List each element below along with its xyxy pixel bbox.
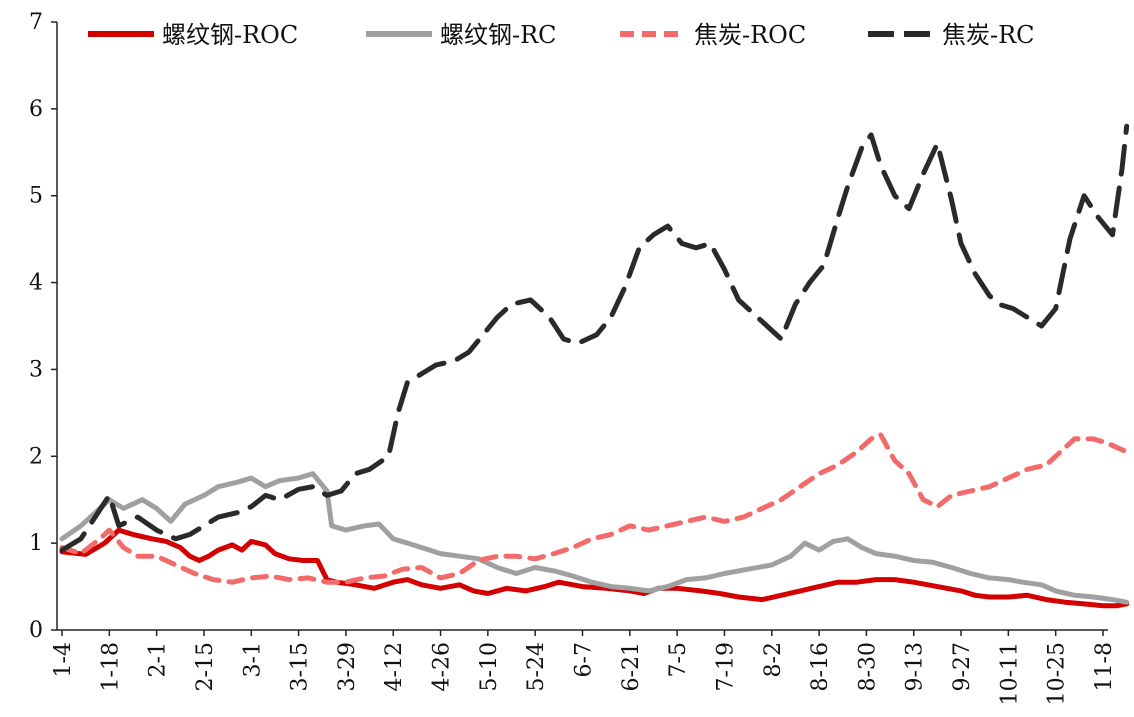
legend-label-2: 螺纹钢-RC [440,21,557,49]
x-tick-label: 6-21 [619,642,644,691]
x-tick-label: 8-30 [855,642,880,691]
y-tick-label: 3 [29,357,43,382]
axes [56,22,1108,631]
x-tick-label: 3-15 [288,642,313,691]
x-tick-label: 10-11 [997,642,1022,705]
series-line-3 [59,432,1130,585]
y-tick-label: 0 [29,618,43,643]
x-tick-label: 6-7 [572,642,597,677]
y-tick-label: 5 [29,184,43,209]
x-tick-label: 3-1 [240,642,265,677]
legend-label-4: 焦炭-RC [942,21,1035,49]
y-tick-label: 2 [29,444,43,469]
x-tick-label: 5-24 [524,642,549,691]
x-tick-label: 3-29 [335,642,360,691]
series-line-4 [59,123,1130,553]
y-tick-label: 6 [29,97,43,122]
legend-label-3: 焦炭-ROC [694,21,806,49]
x-tick-label: 2-1 [146,642,171,677]
x-tick-label: 1-4 [51,642,76,677]
x-tick-label: 7-19 [713,642,738,691]
legend: 螺纹钢-ROC 螺纹钢-RC 焦炭-ROC 焦炭-RC [88,21,1035,49]
series-line-1 [59,527,1130,609]
y-tick-label: 1 [29,531,43,556]
x-tick-label: 10-25 [1045,642,1070,705]
x-tick-label: 8-2 [761,642,786,677]
series-layer [59,123,1130,609]
x-tick-label: 9-13 [903,642,928,691]
x-tick-label: 5-10 [477,642,502,691]
x-axis-ticks: 1-4 1-18 2-1 2-15 3-1 3-15 3-29 4-12 4-26 5-10 5-2… [51,630,1117,705]
x-tick-label: 1-18 [98,642,123,691]
y-axis-ticks: 0 1 2 3 4 5 6 7 [29,10,57,643]
x-tick-label: 4-12 [382,642,407,691]
x-tick-label: 2-15 [193,642,218,691]
x-tick-label: 9-27 [950,642,975,691]
y-tick-label: 4 [29,271,43,296]
y-tick-label: 7 [29,10,43,35]
legend-label-1: 螺纹钢-ROC [162,21,298,49]
x-tick-label: 11-8 [1092,642,1117,691]
x-tick-label: 7-5 [666,642,691,677]
series-line-2 [59,471,1130,605]
x-tick-label: 8-16 [808,642,833,691]
x-tick-label: 4-26 [430,642,455,691]
